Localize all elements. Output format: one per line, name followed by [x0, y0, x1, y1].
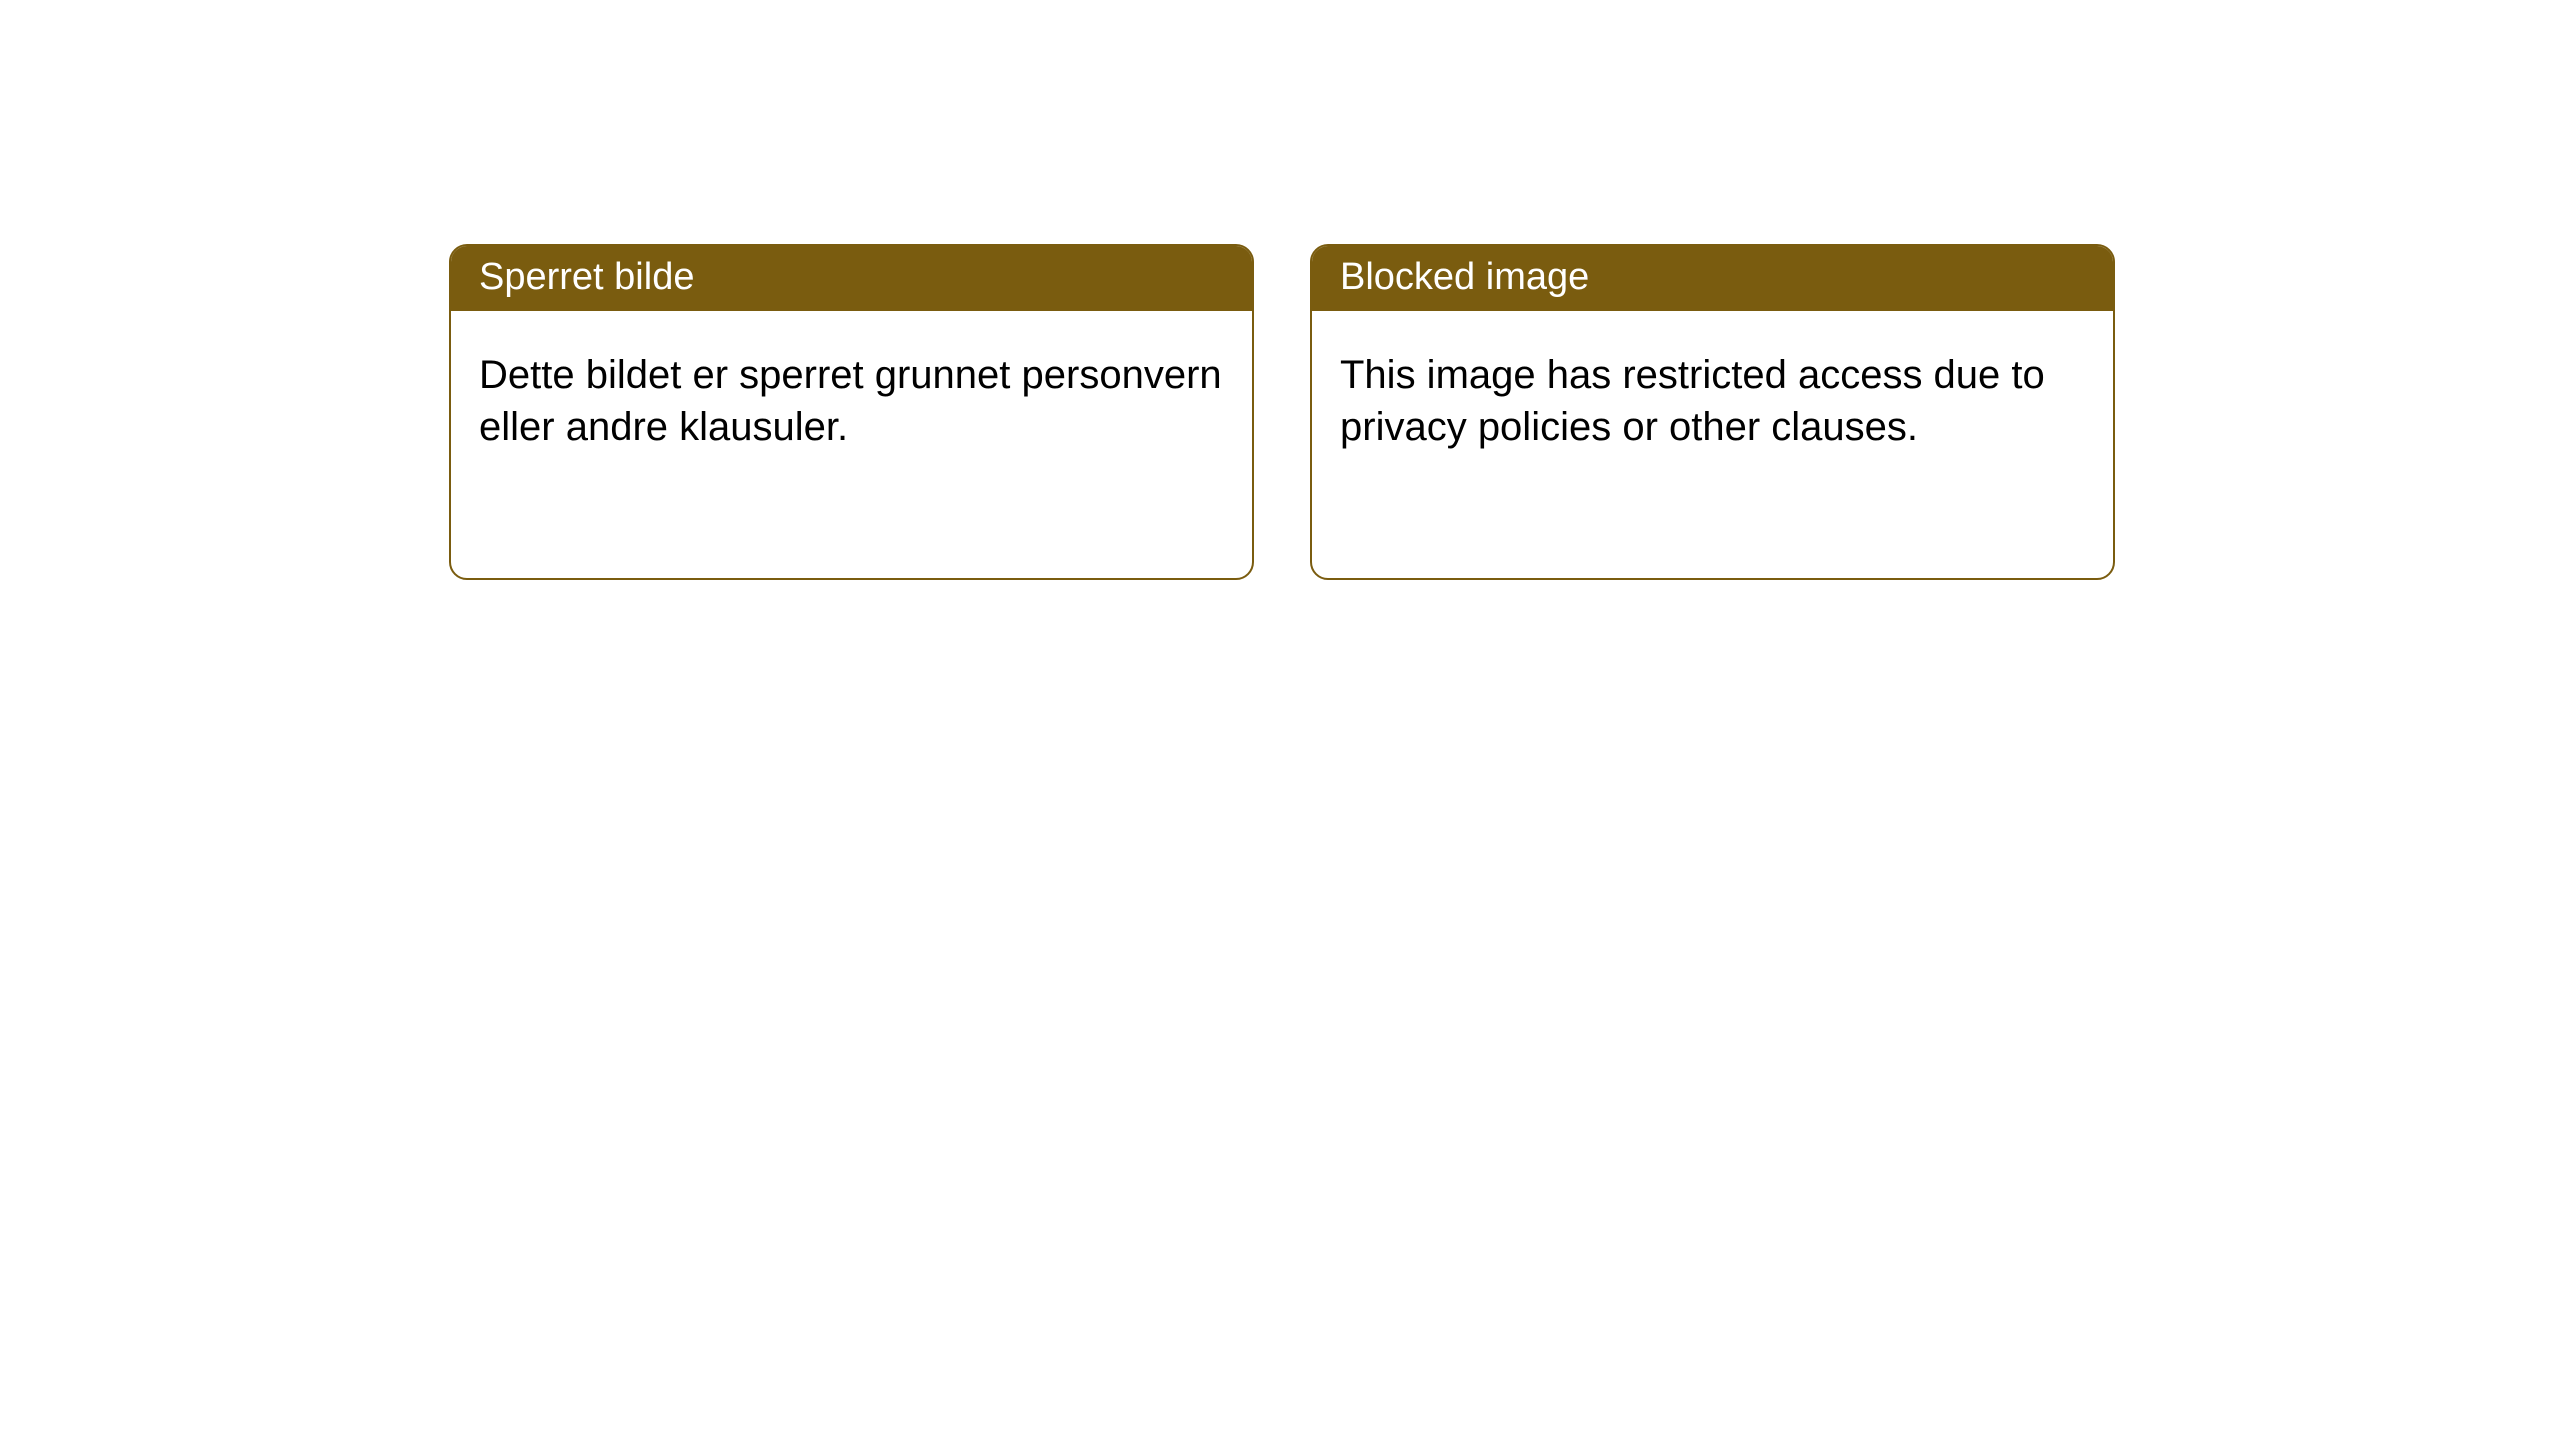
card-header: Sperret bilde: [451, 246, 1252, 311]
notice-card-norwegian: Sperret bilde Dette bildet er sperret gr…: [449, 244, 1254, 580]
card-body-text: This image has restricted access due to …: [1340, 353, 2045, 449]
card-body: This image has restricted access due to …: [1312, 311, 2113, 491]
card-title: Sperret bilde: [479, 256, 694, 298]
notice-cards-container: Sperret bilde Dette bildet er sperret gr…: [0, 0, 2560, 580]
notice-card-english: Blocked image This image has restricted …: [1310, 244, 2115, 580]
card-title: Blocked image: [1340, 256, 1589, 298]
card-body-text: Dette bildet er sperret grunnet personve…: [479, 353, 1222, 449]
card-body: Dette bildet er sperret grunnet personve…: [451, 311, 1252, 491]
card-header: Blocked image: [1312, 246, 2113, 311]
